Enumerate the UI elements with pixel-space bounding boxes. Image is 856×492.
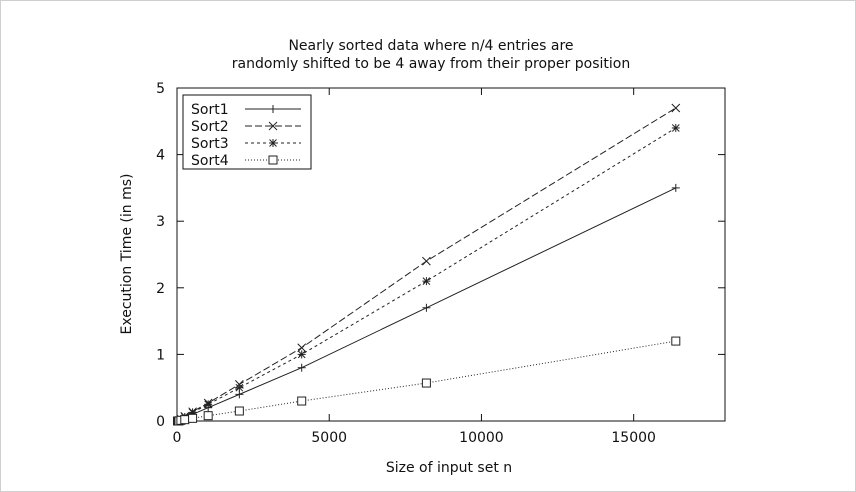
series-point-sort4-5: [188, 413, 198, 423]
x-tick-label-3: 15000: [611, 430, 656, 446]
plot-border: [176, 87, 726, 422]
y-tick-label-3: 3: [156, 214, 165, 230]
legend-label-sort4: Sort4: [191, 153, 229, 169]
series-point-sort3-9: [422, 277, 431, 286]
series-point-sort3-6: [204, 400, 213, 409]
x-tick-label-2: 10000: [459, 430, 504, 446]
legend-marker-sort2: [268, 121, 278, 131]
series-point-sort4-7: [234, 406, 244, 416]
chart-title-line-1: Nearly sorted data where n/4 entries are: [288, 38, 573, 54]
legend-label-sort3: Sort3: [191, 136, 229, 152]
series-point-sort2-8: [297, 343, 307, 353]
series-point-sort3-7: [235, 383, 244, 392]
series-point-sort1-10: [671, 183, 680, 192]
x-tick-label-0: 0: [173, 430, 182, 446]
series-point-sort1-9: [422, 303, 431, 312]
series-point-sort4-4: [180, 415, 190, 425]
y-tick-label-4: 4: [156, 148, 165, 164]
legend-box: [182, 94, 312, 170]
series-point-sort3-10: [671, 123, 680, 132]
series-point-sort3-8: [297, 350, 306, 359]
legend-label-sort2: Sort2: [191, 119, 229, 135]
series-point-sort4-10: [671, 336, 681, 346]
legend-marker-sort1: [269, 105, 277, 113]
y-axis-label: Execution Time (in ms): [119, 174, 135, 335]
y-tick-label-0: 0: [156, 414, 165, 430]
legend-marker-sort3: [269, 139, 277, 147]
chart-title: Nearly sorted data where n/4 entries are…: [232, 38, 630, 72]
series-point-sort2-10: [671, 103, 681, 113]
x-axis-label: Size of input set n: [386, 460, 512, 476]
legend-label-sort1: Sort1: [191, 102, 229, 118]
y-tick-label-2: 2: [156, 281, 165, 297]
chart-title-line-2: randomly shifted to be 4 away from their…: [232, 56, 630, 72]
series-point-sort4-6: [203, 411, 213, 421]
y-tick-label-5: 5: [156, 81, 165, 97]
series-point-sort1-8: [297, 363, 306, 372]
y-tick-label-1: 1: [156, 347, 165, 363]
legend-marker-sort4: [268, 155, 278, 165]
plot-area: 0 5000 10000 15000 0 1 2 3 4 5 Sort1Sort2Sort3Sort…: [156, 81, 726, 446]
series-point-sort4-9: [421, 378, 431, 388]
series-point-sort4-8: [297, 396, 307, 406]
series-point-sort2-9: [422, 256, 431, 266]
x-tick-label-1: 5000: [311, 430, 347, 446]
